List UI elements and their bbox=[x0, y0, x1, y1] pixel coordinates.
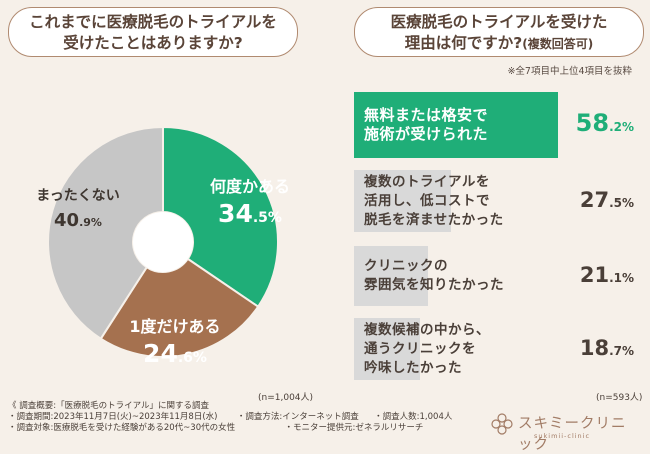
bar-label-line: 雰囲気を知りたかった bbox=[364, 277, 504, 293]
pie-value-3: 40.9% bbox=[54, 210, 102, 231]
bar-label-line: クリニックの bbox=[364, 258, 448, 274]
bar-fill-3 bbox=[354, 246, 428, 306]
right-question-suffix: (複数回答可) bbox=[522, 37, 594, 51]
left-question-line1: これまでに医療脱毛のトライアルを bbox=[29, 13, 277, 31]
clinic-logo: スキミークリニック sukimii-clinic bbox=[490, 410, 640, 453]
bar-label-line: 活用し、低コストで bbox=[364, 193, 490, 209]
bar-label-line: 複数候補の中から、 bbox=[364, 322, 490, 338]
bar-label-3: クリニックの雰囲気を知りたかった bbox=[364, 257, 504, 295]
bar-value-4: 18.7% bbox=[579, 336, 634, 360]
pie-label-3: まったくない bbox=[36, 188, 119, 204]
selection-note: ※全7項目中上位4項目を抜粋 bbox=[507, 66, 632, 77]
bar-row-1: 無料または格安で 施術が受けられた 58.2% bbox=[354, 92, 646, 158]
pie-value-1: 34.5% bbox=[218, 199, 282, 228]
bar-row-4: 複数候補の中から、 通うクリニックを 吟味したかった 18.7% bbox=[354, 318, 646, 380]
right-question-line1: 医療脱毛のトライアルを受けた bbox=[390, 13, 608, 31]
bar-value-2: 27.5% bbox=[579, 188, 634, 212]
survey-method: ・調査方法:インターネット調査 bbox=[236, 412, 359, 422]
donut-chart: 何度かある 34.5% 1度だけある 24.6% まったくない 40.9% bbox=[36, 125, 290, 368]
flower-logo-icon bbox=[491, 413, 513, 435]
survey-target: ・調査対象:医療脱毛を受けた経験がある20代~30代の女性 bbox=[8, 423, 236, 433]
pie-label-1: 何度かある bbox=[210, 177, 290, 196]
clinic-subname: sukimii-clinic bbox=[534, 432, 591, 440]
bar-label-line: 無料または格安で bbox=[364, 106, 489, 124]
pie-value-2: 24.6% bbox=[143, 339, 207, 368]
bar-label-line: 吟味したかった bbox=[364, 360, 462, 376]
donut-hole bbox=[133, 212, 193, 272]
bar-fill-2 bbox=[354, 170, 451, 232]
bar-value-1: 58.2% bbox=[575, 109, 634, 137]
left-sample-size: (n=1,004人) bbox=[258, 393, 314, 403]
survey-title: 《 調査概要:「医療脱毛のトライアル」に関する調査 bbox=[8, 401, 209, 411]
bar-label-line: 脱毛を済ませたかった bbox=[364, 212, 504, 228]
bar-fill-4 bbox=[354, 318, 420, 380]
bar-label-line: 通うクリニックを bbox=[364, 341, 476, 357]
right-question-line2: 理由は何ですか? bbox=[404, 34, 523, 52]
survey-provider: ・モニター提供元:ゼネラルリサーチ bbox=[284, 423, 424, 433]
bar-fill-1 bbox=[354, 92, 558, 158]
clinic-name: スキミークリニック bbox=[518, 416, 627, 453]
bar-label-4: 複数候補の中から、 通うクリニックを 吟味したかった bbox=[364, 321, 490, 378]
bar-row-3: クリニックの雰囲気を知りたかった 21.1% bbox=[354, 246, 646, 306]
right-sample-size: (n=593人) bbox=[596, 393, 643, 403]
left-question: これまでに医療脱毛のトライアルを 受けたことはありますか? bbox=[8, 7, 298, 57]
pie-label-2: 1度だけある bbox=[129, 317, 220, 336]
bar-value-3: 21.1% bbox=[579, 263, 634, 287]
right-question: 医療脱毛のトライアルを受けた 理由は何ですか?(複数回答可) bbox=[354, 7, 644, 57]
survey-summary: 《 調査概要:「医療脱毛のトライアル」に関する調査 ・調査期間:2023年11月… bbox=[8, 401, 452, 434]
bar-label-1: 無料または格安で 施術が受けられた bbox=[364, 106, 488, 144]
bar-row-2: 複数のトライアルを 活用し、低コストで 脱毛を済ませたかった 27.5% bbox=[354, 170, 646, 232]
survey-period: ・調査期間:2023年11月7日(火)~2023年11月8日(水) bbox=[8, 412, 218, 422]
bar-label-line: 施術が受けられた bbox=[364, 125, 489, 143]
bar-label-2: 複数のトライアルを 活用し、低コストで 脱毛を済ませたかった bbox=[364, 173, 504, 230]
bar-label-line: 複数のトライアルを bbox=[364, 174, 490, 190]
left-question-line2: 受けたことはありますか? bbox=[63, 34, 243, 52]
survey-count: ・調査人数:1,004人 bbox=[374, 412, 453, 422]
